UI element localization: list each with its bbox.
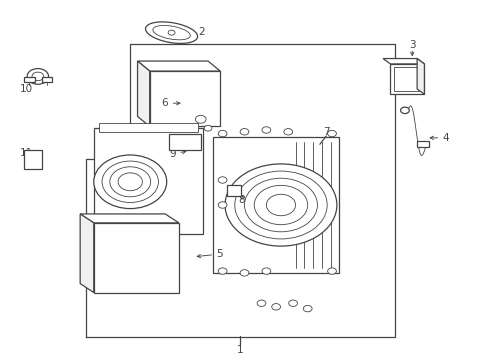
Circle shape	[27, 68, 48, 84]
Circle shape	[218, 268, 226, 274]
Circle shape	[218, 177, 226, 183]
Polygon shape	[137, 61, 149, 126]
Circle shape	[224, 164, 336, 246]
Bar	[94, 128, 203, 234]
Circle shape	[102, 161, 158, 203]
Text: 1: 1	[236, 345, 243, 355]
Bar	[393, 67, 420, 91]
Bar	[99, 123, 198, 132]
Circle shape	[400, 107, 408, 113]
Polygon shape	[80, 214, 94, 293]
Polygon shape	[382, 59, 424, 64]
Bar	[389, 64, 424, 94]
Text: 10: 10	[20, 84, 33, 94]
Text: 4: 4	[442, 133, 448, 143]
Text: 2: 2	[198, 27, 204, 37]
Circle shape	[168, 30, 175, 35]
Bar	[169, 134, 201, 150]
Circle shape	[195, 115, 205, 123]
Circle shape	[254, 185, 307, 225]
Circle shape	[266, 194, 295, 216]
Circle shape	[118, 173, 142, 191]
Text: 3: 3	[408, 40, 415, 50]
Circle shape	[94, 155, 166, 208]
Text: 9: 9	[169, 149, 176, 159]
Circle shape	[257, 300, 265, 306]
Bar	[24, 77, 35, 82]
Circle shape	[218, 202, 226, 208]
Circle shape	[240, 129, 248, 135]
Circle shape	[327, 268, 336, 274]
Bar	[227, 185, 241, 196]
Polygon shape	[416, 59, 424, 94]
Ellipse shape	[153, 26, 190, 40]
Circle shape	[262, 268, 270, 274]
Text: 11: 11	[20, 148, 33, 158]
Circle shape	[203, 125, 211, 131]
Circle shape	[262, 127, 270, 133]
Circle shape	[303, 305, 311, 312]
Circle shape	[110, 167, 150, 197]
Bar	[212, 137, 339, 273]
Circle shape	[32, 72, 43, 81]
Circle shape	[218, 130, 226, 137]
Circle shape	[240, 270, 248, 276]
Circle shape	[327, 130, 336, 137]
Bar	[41, 77, 52, 82]
Circle shape	[284, 129, 292, 135]
Ellipse shape	[145, 22, 197, 44]
Circle shape	[234, 171, 326, 239]
Text: 8: 8	[237, 195, 244, 205]
Bar	[94, 223, 179, 293]
Text: 6: 6	[161, 98, 167, 108]
Circle shape	[244, 178, 317, 232]
Bar	[149, 71, 220, 126]
Bar	[416, 141, 428, 147]
Polygon shape	[80, 214, 179, 223]
Text: 7: 7	[322, 127, 329, 137]
Text: 5: 5	[216, 249, 223, 259]
Bar	[24, 150, 41, 169]
Circle shape	[271, 303, 280, 310]
Circle shape	[288, 300, 297, 306]
Polygon shape	[137, 61, 220, 71]
